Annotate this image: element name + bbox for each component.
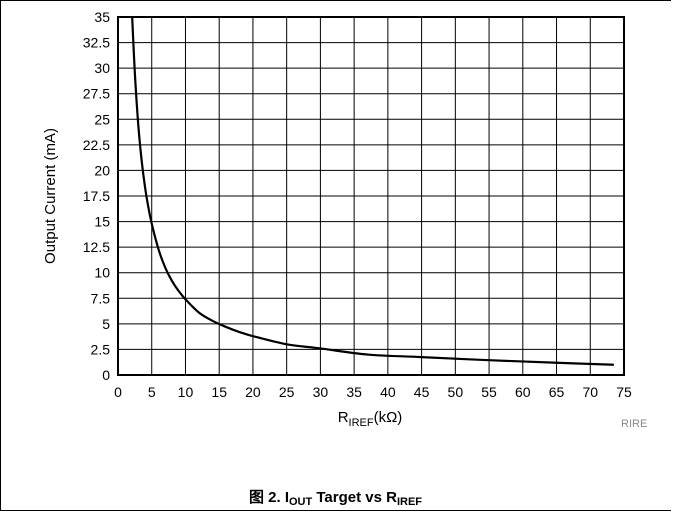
x-tick-label: 0 xyxy=(114,384,122,400)
y-tick-label: 7.5 xyxy=(91,290,111,306)
x-tick-labels: 0 5 10 15 20 25 30 35 40 45 50 55 60 65 70 75 xyxy=(114,384,632,400)
x-tick-label: 20 xyxy=(245,384,261,400)
watermark-text: RIRE xyxy=(621,418,648,430)
y-tick-label: 22.5 xyxy=(83,137,110,153)
y-tick-label: 12.5 xyxy=(83,239,110,255)
x-tick-label: 60 xyxy=(515,384,531,400)
y-tick-label: 17.5 xyxy=(83,188,110,204)
caption-prefix: 图 2. I xyxy=(248,489,289,506)
x-axis-title: RIREF(kΩ) xyxy=(338,409,403,429)
y-tick-label: 30 xyxy=(94,60,110,76)
y-tick-label: 0 xyxy=(102,367,110,383)
y-tick-label: 20 xyxy=(94,162,110,178)
y-tick-label: 10 xyxy=(94,265,110,281)
y-axis-title: Output Current (mA) xyxy=(42,128,59,264)
x-tick-label: 75 xyxy=(616,384,632,400)
series-line-output-current xyxy=(131,16,614,366)
x-tick-label: 40 xyxy=(380,384,396,400)
x-tick-label: 5 xyxy=(148,384,156,400)
x-tick-label: 15 xyxy=(211,384,227,400)
x-tick-label: 55 xyxy=(481,384,497,400)
caption-sub-iref: IREF xyxy=(396,496,423,508)
y-tick-label: 32.5 xyxy=(83,35,110,51)
y-tick-label: 35 xyxy=(94,9,110,25)
figure-caption: 图 2. IOUT Target vs RIREF xyxy=(0,486,671,508)
y-tick-label: 2.5 xyxy=(91,341,111,357)
x-tick-label: 50 xyxy=(448,384,464,400)
y-tick-label: 25 xyxy=(94,111,110,127)
caption-middle: Target vs R xyxy=(312,489,397,506)
x-tick-label: 45 xyxy=(414,384,430,400)
x-tick-label: 35 xyxy=(346,384,362,400)
x-tick-label: 10 xyxy=(178,384,194,400)
plot-area-border xyxy=(117,16,625,376)
x-tick-label: 25 xyxy=(279,384,295,400)
y-tick-labels: 0 2.5 5 7.5 10 12.5 15 17.5 20 22.5 25 27.5 30 32.5 35 xyxy=(83,9,110,383)
y-tick-label: 15 xyxy=(94,214,110,230)
output-current-chart: 0 5 10 15 20 25 30 35 40 45 50 55 60 65 70 75 0 2.5 5 7.5 1… xyxy=(42,9,632,429)
chart-grid xyxy=(117,16,625,376)
y-tick-label: 5 xyxy=(102,316,110,332)
x-tick-label: 30 xyxy=(313,384,329,400)
x-tick-label: 65 xyxy=(549,384,565,400)
y-tick-label: 27.5 xyxy=(83,86,110,102)
x-tick-label: 70 xyxy=(582,384,598,400)
caption-sub-out: OUT xyxy=(288,496,313,508)
